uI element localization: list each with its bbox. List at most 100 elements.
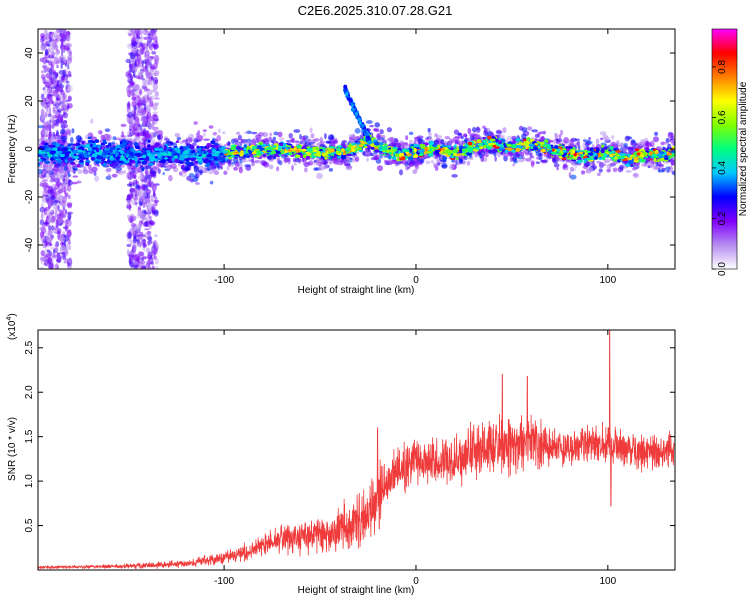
spectrogram-marks xyxy=(38,29,675,269)
spectrogram-cell xyxy=(156,163,162,167)
spectrogram-cell xyxy=(148,265,152,269)
spectrogram-cell xyxy=(625,146,631,150)
spectrogram-cell xyxy=(141,265,147,269)
spectrogram-cell xyxy=(362,151,366,156)
spectrogram-cell xyxy=(467,127,472,135)
spectrogram-cell xyxy=(212,169,216,173)
spectrogram-cell xyxy=(138,196,145,202)
spectrogram-cell xyxy=(144,220,149,228)
spectrogram-cell xyxy=(582,139,590,142)
spectrogram-cell xyxy=(154,196,158,200)
spectrogram-cell xyxy=(50,38,55,42)
spectrogram-cell xyxy=(111,173,118,178)
spectrogram-cell xyxy=(67,70,72,76)
spectrogram-cell xyxy=(413,169,418,173)
spectrogram-cell xyxy=(251,131,258,135)
spectrogram-cell xyxy=(133,105,137,111)
spectrogram-cell xyxy=(217,128,222,134)
spectrogram-cell xyxy=(69,161,76,165)
spectrogram-cell xyxy=(146,181,152,188)
spectrogram-cell xyxy=(582,142,586,149)
spectrogram-cell xyxy=(154,258,159,265)
spectrogram-cell xyxy=(592,162,596,166)
spectrogram-cell xyxy=(39,266,45,269)
spectrogram-cell xyxy=(59,145,65,148)
spectrogram-cell xyxy=(633,161,641,166)
spectrogram-cell xyxy=(149,202,153,210)
spectrogram-cell xyxy=(56,64,59,69)
spectrogram-cell xyxy=(76,163,81,168)
spectrogram-cell xyxy=(62,178,66,182)
spectrogram-cell xyxy=(148,215,152,220)
spectrogram-cell xyxy=(82,168,89,174)
spectrogram-cell xyxy=(630,139,636,144)
spectrogram-cell xyxy=(630,142,636,146)
spectrogram-cell xyxy=(135,113,139,121)
spectrogram-cell xyxy=(552,138,557,145)
spectrogram-cell xyxy=(324,132,327,140)
spectrogram-cell xyxy=(111,141,116,145)
spectrogram-cell xyxy=(102,139,107,143)
spectrogram-cell xyxy=(244,131,248,135)
spectrogram-cell xyxy=(56,95,59,101)
spectrogram-cell xyxy=(44,142,49,146)
spectrogram-cell xyxy=(61,135,68,142)
spectrogram-cell xyxy=(141,185,146,191)
spectrogram-cell xyxy=(51,73,56,77)
spectrogram-cell xyxy=(192,175,199,183)
spectrogram-cell xyxy=(51,215,55,223)
spectrogram-cell xyxy=(438,161,444,164)
spectrogram-cell xyxy=(64,224,68,232)
spectrogram-cell xyxy=(308,160,314,166)
spectrogram-cell xyxy=(384,159,388,163)
spectrogram-cell xyxy=(554,134,559,140)
spectrogram-cell xyxy=(153,183,160,186)
spectrogram-cell xyxy=(132,182,135,187)
spectrogram-cell xyxy=(67,172,71,178)
spectrogram-cell xyxy=(47,94,54,97)
spectrogram-cell xyxy=(354,156,360,162)
spectrogram-cell xyxy=(65,129,72,136)
spectrogram-cell xyxy=(284,157,291,163)
spectrogram-cell xyxy=(90,118,94,124)
spectrogram-cell xyxy=(322,160,329,165)
spectrogram-cell xyxy=(53,202,58,211)
spectrogram-cell xyxy=(62,120,68,126)
spectrogram-cell xyxy=(57,204,60,211)
spectrogram-cell xyxy=(56,181,61,188)
spectrogram-cell xyxy=(628,149,635,155)
spectrogram-cell xyxy=(140,34,144,42)
spectrogram-cell xyxy=(291,164,294,171)
spectrogram-cell xyxy=(38,162,41,167)
spectrogram-cell xyxy=(133,66,138,72)
spectrogram-cell xyxy=(469,135,475,141)
spectrogram-cell xyxy=(562,163,568,169)
spectrogram-cell xyxy=(128,32,133,37)
spectrogram-cell xyxy=(39,226,45,231)
spectrogram-cell xyxy=(503,155,508,162)
spectrogram-cell xyxy=(239,159,243,164)
spectrogram-cell xyxy=(121,130,124,137)
spectrogram-cell xyxy=(59,38,64,42)
spectrogram-cell xyxy=(147,79,152,86)
spectrogram-cell xyxy=(134,99,138,103)
spectrogram-cell xyxy=(647,165,651,169)
spectrogram-cell xyxy=(451,174,458,178)
spectrogram-cell xyxy=(153,241,156,250)
spectrogram-cell xyxy=(76,180,82,184)
spectrogram-cell xyxy=(68,95,71,102)
spectrogram-cell xyxy=(588,166,594,173)
spectrogram-cell xyxy=(576,140,580,146)
spectrogram-cell xyxy=(255,134,262,140)
spectrogram-cell xyxy=(209,180,214,185)
spectrogram-cell xyxy=(134,123,139,129)
spectrogram-cell xyxy=(233,166,239,171)
spectrogram-cell xyxy=(131,100,137,108)
spectrogram-cell xyxy=(148,69,151,74)
spectrogram-cell xyxy=(131,200,135,206)
spectrogram-cell xyxy=(130,199,133,203)
spectrogram-cell xyxy=(458,158,464,164)
spectrogram-cell xyxy=(150,36,156,41)
spectrogram-cell xyxy=(55,118,60,125)
spectrogram-cell xyxy=(79,159,84,163)
